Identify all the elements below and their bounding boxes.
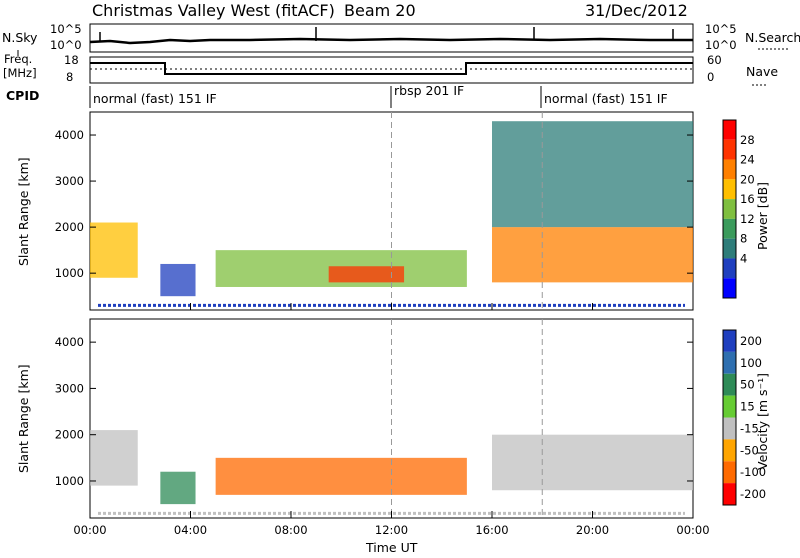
velocity-ytick-label-0: 1000 <box>55 474 84 488</box>
nsearch-tick-top: 10^5 <box>705 22 737 36</box>
power-data <box>90 112 693 310</box>
nave-label: Nave <box>746 64 778 79</box>
power-colorbar-swatch-8 <box>723 278 736 298</box>
cpid-segment-2: rbsp 201 IF <box>394 83 464 98</box>
power-region-4 <box>492 227 693 283</box>
velocity-region-3 <box>492 434 693 491</box>
power-colorbar-swatch-4 <box>723 199 736 219</box>
velocity-colorbar-tick-0: 200 <box>740 334 762 348</box>
velocity-colorbar-tick-4: -15 <box>740 421 759 435</box>
freq-panel <box>89 56 694 84</box>
power-colorbar-swatch-2 <box>723 159 736 180</box>
velocity-panel: 1000 2000 3000 4000 <box>55 318 694 519</box>
velocity-colorbar-swatch-3 <box>723 395 736 418</box>
power-colorbar-tick-2: 20 <box>740 172 755 186</box>
nave-tick-top: 60 <box>707 53 722 67</box>
freq-trace <box>90 62 693 75</box>
power-colorbar-tick-6: 4 <box>740 251 747 265</box>
freq-tick-top: 18 <box>64 53 79 67</box>
power-ytick-label-3: 4000 <box>55 128 84 142</box>
freq-unit: [MHz] <box>3 66 37 80</box>
power-panel: 1000 2000 3000 4000 <box>55 111 694 311</box>
power-colorbar-tick-1: 24 <box>740 153 755 167</box>
velocity-y-axis: 1000 2000 3000 4000 <box>55 335 693 488</box>
power-colorbar-swatch-0 <box>723 120 736 140</box>
power-region-3 <box>328 266 405 283</box>
nsearch-tick-bottom: 10^0 <box>705 38 737 52</box>
power-ytick-label-1: 2000 <box>55 220 84 234</box>
power-colorbar-tick-4: 12 <box>740 212 755 226</box>
velocity-colorbar-swatch-6 <box>723 461 736 484</box>
time-tick-label-0: 00:00 <box>73 523 106 537</box>
velocity-ylabel: Slant Range [km] <box>16 364 31 473</box>
velocity-colorbar: 200 100 50 15 -15 -50 -100 -200 <box>722 329 766 506</box>
power-colorbar-swatch-7 <box>723 258 736 279</box>
beam-title: Beam 20 <box>344 1 416 20</box>
velocity-colorbar-swatch-0 <box>723 330 736 352</box>
nsky-tick-bottom: 10^0 <box>50 38 82 52</box>
velocity-ytick-label-2: 3000 <box>55 381 84 395</box>
velocity-data <box>90 319 693 518</box>
cpid-segment-3: normal (fast) 151 IF <box>544 91 668 106</box>
power-region-1 <box>160 263 196 297</box>
velocity-region-0 <box>90 430 138 486</box>
velocity-region-2 <box>215 457 467 495</box>
nave-tick-bottom: 0 <box>707 70 714 84</box>
velocity-colorbar-tick-6: -100 <box>740 465 766 479</box>
velocity-ytick-label-1: 2000 <box>55 428 84 442</box>
power-region-0 <box>90 222 138 278</box>
power-colorbar-tick-3: 16 <box>740 192 755 206</box>
velocity-colorbar-swatch-7 <box>723 483 736 505</box>
time-tick-label-3: 12:00 <box>375 523 408 537</box>
power-colorbar-swatch-6 <box>723 238 736 259</box>
nsky-tick-top: 10^5 <box>50 22 82 36</box>
power-colorbar: 28 24 20 16 12 8 4 <box>722 119 755 299</box>
date-title: 31/Dec/2012 <box>585 1 688 20</box>
velocity-colorbar-label: Velocity [m s⁻¹] <box>755 373 770 470</box>
velocity-colorbar-frame <box>722 329 737 506</box>
velocity-colorbar-swatch-2 <box>723 373 736 396</box>
station-title: Christmas Valley West (fitACF) <box>92 1 335 20</box>
time-tick-label-4: 16:00 <box>475 523 508 537</box>
velocity-colorbar-tick-1: 100 <box>740 356 762 370</box>
power-colorbar-frame <box>722 119 737 299</box>
power-colorbar-label: Power [dB] <box>755 182 770 250</box>
nsky-panel <box>89 23 694 53</box>
velocity-colorbar-tick-7: -200 <box>740 487 766 501</box>
power-colorbar-tick-5: 8 <box>740 232 747 246</box>
time-axis-label: Time UT <box>365 540 418 554</box>
power-ytick-label-2: 3000 <box>55 174 84 188</box>
velocity-colorbar-tick-5: -50 <box>740 443 759 457</box>
velocity-colorbar-swatch-4 <box>723 417 736 440</box>
velocity-region-1 <box>160 471 196 505</box>
power-y-axis: 1000 2000 3000 4000 <box>55 128 693 280</box>
power-region-5 <box>492 121 693 228</box>
power-colorbar-tick-0: 28 <box>740 133 755 147</box>
time-tick-label-2: 08:00 <box>274 523 307 537</box>
cpid-segment-1: normal (fast) 151 IF <box>93 91 217 106</box>
nsky-label: N.Sky <box>2 30 38 45</box>
power-colorbar-swatch-5 <box>723 218 736 239</box>
power-ylabel: Slant Range [km] <box>16 157 31 266</box>
velocity-colorbar-tick-3: 15 <box>740 400 755 414</box>
freq-label: Freq. <box>4 52 32 66</box>
time-tick-label-5: 20:00 <box>576 523 609 537</box>
time-tick-label-1: 04:00 <box>174 523 207 537</box>
time-axis: 00:00 04:00 08:00 12:00 16:00 20:00 00:00 <box>73 303 710 537</box>
velocity-colorbar-swatch-1 <box>723 351 736 374</box>
time-tick-label-6: 00:00 <box>676 523 709 537</box>
power-ytick-label-0: 1000 <box>55 266 84 280</box>
nsearch-label: N.Search <box>745 30 800 45</box>
freq-tick-bottom: 8 <box>66 70 73 84</box>
velocity-colorbar-swatch-5 <box>723 439 736 462</box>
cpid-label: CPID <box>6 88 39 103</box>
velocity-ytick-label-3: 4000 <box>55 335 84 349</box>
power-colorbar-swatch-3 <box>723 179 736 200</box>
nsky-trace <box>89 27 693 45</box>
velocity-colorbar-tick-2: 50 <box>740 378 755 392</box>
power-colorbar-swatch-1 <box>723 139 736 160</box>
